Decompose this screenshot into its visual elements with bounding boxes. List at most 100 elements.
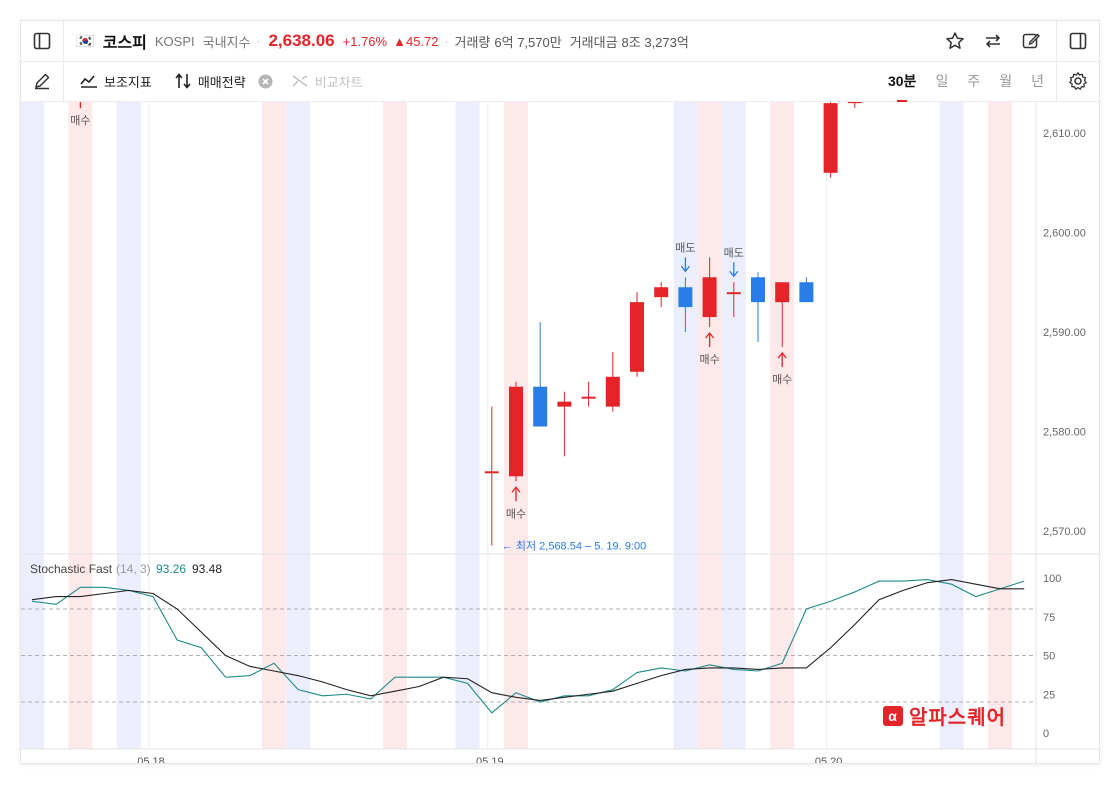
strategy-button[interactable]: 매매전략 <box>174 72 246 91</box>
price-chart[interactable]: 2,570.00 2,580.00 2,590.00 2,600.00 2,610.00… <box>21 102 1099 763</box>
strategy-clear-button[interactable] <box>258 74 279 89</box>
stoch-d-value: 93.48 <box>192 562 222 576</box>
chart-window: 🇰🇷 코스피 KOSPI 국내지수 · 2,638.06 +1.76% ▲45.… <box>20 20 1100 764</box>
right-panel-icon <box>1069 32 1087 50</box>
candle-body <box>847 102 862 104</box>
candle-body <box>533 386 548 427</box>
edit-icon <box>1022 33 1040 49</box>
chart-toolbar: 보조지표 매매전략 비교차트 30분 일 주 월 년 <box>21 61 1099 102</box>
signal-band <box>262 102 286 749</box>
stoch-params: (14, 3) <box>116 562 151 576</box>
candle-body <box>823 103 838 173</box>
signal-band <box>383 102 407 749</box>
signal-band <box>673 102 698 749</box>
period-year[interactable]: 년 <box>1031 73 1044 89</box>
sell-arrow-head <box>680 265 690 273</box>
amount-value: 8조 3,273억 <box>621 34 689 50</box>
swap-arrows-icon <box>985 34 1001 48</box>
volume-label: 거래량 <box>454 34 491 50</box>
swap-button[interactable] <box>974 21 1012 61</box>
signal-band <box>116 102 141 749</box>
volume-value: 6억 7,570만 <box>494 34 562 50</box>
stock-name: 코스피 <box>102 35 147 52</box>
date-axis-label: 05.20 <box>815 756 843 763</box>
indicator-icon <box>80 75 97 88</box>
price-axis-tick: 2,570.00 <box>1043 526 1086 538</box>
stoch-k-value: 93.26 <box>156 562 186 576</box>
candle-body <box>726 292 741 295</box>
compare-label: 비교차트 <box>314 74 363 90</box>
alphasquare-logo-icon: α <box>883 705 903 726</box>
period-week[interactable]: 주 <box>967 73 981 89</box>
watermark-text: 알파스퀘어 <box>909 707 1006 729</box>
signal-band <box>455 102 480 749</box>
low-annotation: ← 최저 2,568.54 – 5. 19. 9:00 <box>502 540 646 553</box>
sell-signal-label: 매도 <box>724 246 744 259</box>
candle-body <box>630 302 644 372</box>
signal-band <box>21 102 44 749</box>
price-axis-tick: 2,610.00 <box>1043 128 1086 140</box>
current-price: 2,638.06 <box>268 31 335 50</box>
signal-band <box>770 102 795 749</box>
buy-signal-label: 매수 <box>70 114 90 127</box>
candle-body <box>581 396 596 399</box>
sell-signal-label: 매도 <box>675 241 695 254</box>
candle-body <box>799 282 814 303</box>
price-axis-tick: 2,580.00 <box>1043 427 1086 439</box>
compare-icon <box>292 75 308 87</box>
change-percent: +1.76% <box>342 33 388 49</box>
amount-label: 거래대금 <box>569 34 618 50</box>
edit-button[interactable] <box>1012 21 1050 61</box>
buy-sell-arrows-icon <box>175 73 191 89</box>
candle-body <box>702 277 717 318</box>
stoch-k-line <box>31 578 1025 714</box>
signal-band <box>939 102 964 749</box>
strategy-label: 매매전략 <box>197 74 246 90</box>
candle-body <box>557 401 572 407</box>
buy-signal-label: 매수 <box>699 353 719 366</box>
stoch-d-line <box>31 578 1025 702</box>
stoch-axis-tick: 50 <box>1043 651 1055 663</box>
candle-body <box>775 282 790 303</box>
buy-arrow-head <box>511 486 521 493</box>
stoch-axis-tick: 100 <box>1043 573 1061 585</box>
period-30min[interactable]: 30분 <box>887 73 917 102</box>
compare-chart-button[interactable]: 비교차트 <box>291 72 363 91</box>
stock-code: KOSPI <box>154 33 195 49</box>
drawing-tool-button[interactable] <box>21 61 63 101</box>
buy-arrow-head <box>705 331 715 339</box>
candle-body <box>678 287 693 308</box>
signal-band <box>988 102 1012 749</box>
candle-body <box>484 471 499 474</box>
candle-body <box>509 386 523 477</box>
period-day[interactable]: 일 <box>935 73 949 89</box>
gear-icon <box>1069 72 1087 90</box>
indicator-button[interactable]: 보조지표 <box>80 72 152 91</box>
stoch-axis-tick: 75 <box>1043 612 1055 624</box>
stoch-title: Stochastic Fast <box>30 562 113 576</box>
stoch-axis-tick: 25 <box>1043 689 1055 701</box>
indicator-label: 보조지표 <box>104 74 152 90</box>
signal-band <box>286 102 311 749</box>
change-absolute: ▲45.72 <box>393 33 439 49</box>
stock-header: 🇰🇷 코스피 KOSPI 국내지수 · 2,638.06 +1.76% ▲45.… <box>21 21 1099 62</box>
price-axis-tick: 2,590.00 <box>1043 327 1086 339</box>
stock-category: 국내지수 <box>202 34 251 50</box>
period-month[interactable]: 월 <box>999 73 1013 89</box>
buy-signal-label: 매수 <box>506 507 526 520</box>
signal-band <box>721 102 746 749</box>
sidebar-icon <box>33 32 51 50</box>
date-axis-label: 05.18 <box>137 756 165 763</box>
close-circle-icon <box>258 74 273 88</box>
right-panel-button[interactable] <box>1057 21 1099 61</box>
panel-toggle-button[interactable] <box>21 21 63 61</box>
korea-flag-icon: 🇰🇷 <box>76 33 95 50</box>
settings-button[interactable] <box>1057 61 1099 101</box>
favorite-button[interactable] <box>936 21 974 61</box>
sell-arrow-head <box>729 270 739 278</box>
signal-band <box>68 102 93 749</box>
candle-body <box>654 287 669 298</box>
price-axis-tick: 2,600.00 <box>1043 228 1086 240</box>
star-icon <box>946 32 964 49</box>
candle-body <box>605 376 620 407</box>
